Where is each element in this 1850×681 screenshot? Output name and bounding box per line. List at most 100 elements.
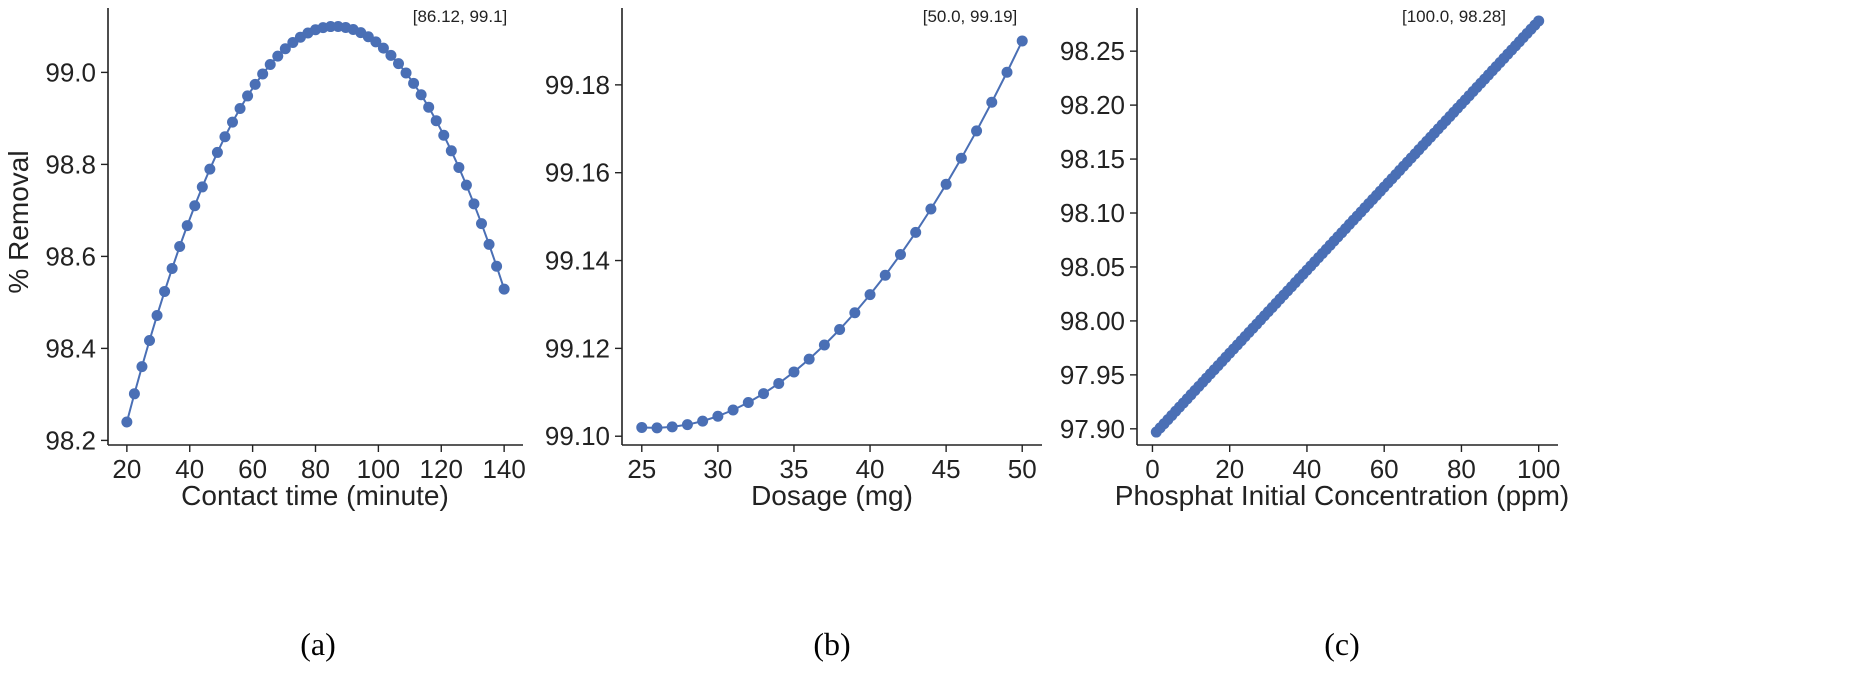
x-tick-label: 30 <box>703 454 732 484</box>
y-tick-label: 99.16 <box>545 158 610 188</box>
data-point <box>257 68 269 80</box>
y-tick-label: 98.00 <box>1060 306 1125 336</box>
x-tick-label: 100 <box>1517 454 1560 484</box>
data-point <box>438 129 450 141</box>
data-point <box>272 50 284 62</box>
data-point <box>483 238 495 250</box>
x-tick-label: 60 <box>1370 454 1399 484</box>
data-point <box>181 220 193 232</box>
data-point <box>894 248 906 260</box>
y-tick-label: 99.18 <box>545 70 610 100</box>
data-point <box>136 361 148 373</box>
marker-group <box>1150 15 1545 438</box>
data-point <box>415 89 427 101</box>
panel-b: 25 30 35 40 45 50 99.10 99.12 99.14 99.16 99.18 [5… <box>545 7 1042 662</box>
data-point <box>818 339 830 351</box>
data-point <box>1533 15 1545 27</box>
peak-annotation: [86.12, 99.1] <box>413 7 508 26</box>
data-point <box>279 43 291 55</box>
data-point <box>196 181 208 193</box>
y-tick-label: 98.20 <box>1060 90 1125 120</box>
y-tick-label: 98.8 <box>45 149 96 179</box>
data-point <box>408 77 420 89</box>
data-point <box>264 59 276 70</box>
data-point <box>910 226 922 238</box>
data-point <box>849 307 861 319</box>
y-tick-label: 99.12 <box>545 333 610 363</box>
y-tick-label: 97.95 <box>1060 360 1125 390</box>
data-point <box>681 419 693 431</box>
panel-label: (a) <box>300 626 336 662</box>
x-tick-label: 40 <box>175 454 204 484</box>
y-tick-label: 98.2 <box>45 425 96 455</box>
data-point <box>955 152 967 164</box>
data-point <box>940 178 952 190</box>
data-point <box>370 36 382 48</box>
x-axis-label: Phosphat Initial Concentration (ppm) <box>1115 480 1569 511</box>
data-point <box>325 21 337 33</box>
data-point <box>151 309 163 321</box>
data-point <box>879 269 891 281</box>
x-tick-label: 20 <box>112 454 141 484</box>
data-point <box>430 115 442 127</box>
y-tick-label: 97.90 <box>1060 414 1125 444</box>
data-point <box>393 58 404 70</box>
data-point <box>144 335 155 347</box>
y-tick-label: 98.10 <box>1060 198 1125 228</box>
x-tick-label: 140 <box>482 454 525 484</box>
data-point <box>476 218 487 230</box>
endpoint-annotation: [50.0, 99.19] <box>923 7 1018 26</box>
x-tick-label: 40 <box>856 454 885 484</box>
x-tick-label: 120 <box>420 454 463 484</box>
x-tick-label: 25 <box>627 454 656 484</box>
x-axis-label: Dosage (mg) <box>751 480 913 511</box>
data-point <box>211 146 223 158</box>
panel-c: 0 20 40 60 80 100 97.90 97.95 98.00 98.05 98.10 98.… <box>1060 7 1569 662</box>
data-point <box>773 377 785 389</box>
endpoint-annotation: [100.0, 98.28] <box>1402 7 1506 26</box>
data-point <box>174 241 186 253</box>
panel-label: (b) <box>813 626 850 662</box>
data-point <box>712 410 724 422</box>
data-point <box>788 366 800 378</box>
y-tick-label: 99.14 <box>545 246 610 276</box>
x-tick-label: 45 <box>932 454 961 484</box>
x-axis-label: Contact time (minute) <box>181 480 449 511</box>
data-point <box>666 421 678 433</box>
data-point <box>925 203 937 215</box>
marker-group <box>121 21 510 428</box>
y-tick-label: 99.0 <box>45 57 96 87</box>
data-point <box>1016 35 1028 47</box>
data-point <box>219 131 231 143</box>
y-tick-label: 98.05 <box>1060 252 1125 282</box>
data-point <box>1001 66 1013 78</box>
x-tick-label: 0 <box>1145 454 1159 484</box>
data-point <box>242 90 254 102</box>
x-tick-label: 60 <box>238 454 267 484</box>
data-point <box>636 421 648 433</box>
data-point <box>189 200 201 212</box>
data-point <box>128 388 140 400</box>
data-point <box>445 145 457 157</box>
tick-group: 0 20 40 60 80 100 97.90 97.95 98.00 98.05 98.10 98.… <box>1060 36 1560 484</box>
y-tick-label: 98.6 <box>45 241 96 271</box>
x-tick-label: 80 <box>1447 454 1476 484</box>
data-point <box>460 179 472 191</box>
data-point <box>758 388 770 400</box>
data-point <box>651 422 663 434</box>
data-point <box>227 116 238 128</box>
data-point <box>727 404 739 416</box>
data-point <box>121 416 133 428</box>
y-tick-label: 99.10 <box>545 421 610 451</box>
data-point <box>498 283 510 295</box>
x-tick-label: 50 <box>1008 454 1037 484</box>
tick-group: 25 30 35 40 45 50 99.10 99.12 99.14 99.16 99.18 <box>545 70 1037 484</box>
x-tick-label: 35 <box>779 454 808 484</box>
data-point <box>423 101 435 113</box>
data-point <box>864 289 876 301</box>
x-tick-label: 40 <box>1292 454 1321 484</box>
data-point <box>400 67 412 79</box>
data-point <box>249 78 261 90</box>
panel-label: (c) <box>1324 626 1360 662</box>
